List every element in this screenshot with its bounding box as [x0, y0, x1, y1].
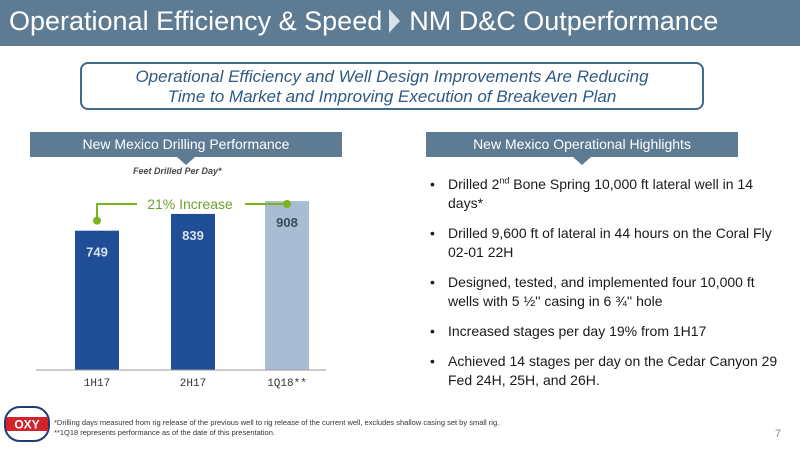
title-part-1: Operational Efficiency & Speed: [9, 6, 383, 36]
callout-line-2: Time to Market and Improving Execution o…: [167, 87, 617, 106]
highlight-item: Drilled 2nd Bone Spring 10,000 ft latera…: [426, 175, 786, 213]
data-label: 749: [86, 245, 108, 260]
annotation-label: 21% Increase: [147, 196, 233, 212]
ordinal-suffix: nd: [499, 175, 510, 186]
footnote-2: **1Q18 represents performance as of the …: [54, 428, 275, 437]
footnote-1: *Drilling days measured from rig release…: [54, 418, 500, 427]
x-tick-label: 1Q18**: [267, 378, 307, 390]
bar: [265, 201, 309, 370]
annotation-bracket: [96, 203, 137, 221]
highlight-item: Designed, tested, and implemented four 1…: [426, 273, 786, 311]
highlight-item: Drilled 9,600 ft of lateral in 44 hours …: [426, 224, 786, 262]
highlight-item: Achieved 14 stages per day on the Cedar …: [426, 352, 786, 390]
x-tick-label: 2H17: [180, 378, 206, 390]
data-label: 839: [182, 228, 204, 243]
footnotes: *Drilling days measured from rig release…: [54, 418, 499, 438]
highlights-list: Drilled 2nd Bone Spring 10,000 ft latera…: [426, 175, 786, 401]
oxy-logo: OXY: [4, 406, 50, 442]
logo-text: OXY: [14, 418, 39, 432]
highlight-text: Bone Spring 10,000 ft lateral well in 14…: [448, 176, 753, 211]
annotation-dot: [93, 216, 101, 225]
header-bar: Operational Efficiency & Speed NM D&C Out…: [0, 0, 800, 46]
data-label: 908: [276, 215, 298, 230]
highlight-text: Drilled 2: [448, 176, 500, 192]
drilling-bar-chart: 749 1H17 839 2H17 908 1Q18** 21% Increase: [36, 196, 326, 390]
operational-highlights-banner: New Mexico Operational Highlights: [426, 132, 738, 165]
title-part-2: NM D&C Outperformance: [409, 6, 719, 36]
drilling-performance-banner: New Mexico Drilling Performance: [30, 132, 342, 165]
callout-line-1: Operational Efficiency and Well Design I…: [135, 67, 649, 86]
arrow-right-icon: [389, 9, 401, 33]
annotation-dot: [283, 200, 291, 208]
page-number: 7: [775, 428, 782, 440]
page-title: Operational Efficiency & Speed NM D&C Out…: [9, 6, 718, 37]
callout-box: Operational Efficiency and Well Design I…: [80, 62, 704, 110]
x-tick-label: 1H17: [84, 378, 110, 390]
bar: [75, 230, 119, 370]
highlight-item: Increased stages per day 19% from 1H17: [426, 322, 786, 341]
chart-title: Feet Drilled Per Day*: [133, 166, 222, 176]
bar: [171, 213, 215, 370]
